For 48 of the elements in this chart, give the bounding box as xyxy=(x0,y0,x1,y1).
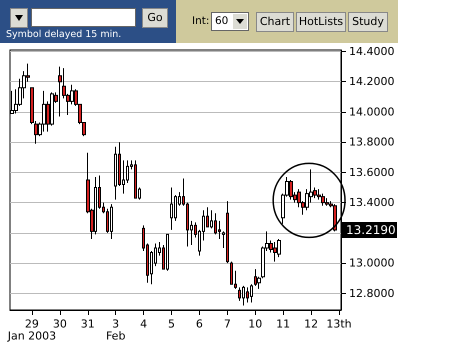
x-tick-label: 13th xyxy=(326,318,352,330)
candlestick xyxy=(230,261,233,285)
text: Symbol delayed 15 min. xyxy=(6,29,122,40)
candlestick xyxy=(226,200,229,264)
y-tick-label: 14.2000 xyxy=(349,75,394,88)
candlestick xyxy=(94,176,97,235)
x-tick-label: 7 xyxy=(224,318,231,330)
x-tick-label: 4 xyxy=(140,318,148,330)
x-tick-label: 10 xyxy=(248,318,262,330)
y-tick-label: 13.6000 xyxy=(349,166,394,179)
chart-button: Chart xyxy=(256,12,294,32)
y-tick-label: 14.0000 xyxy=(349,105,394,118)
candlestick xyxy=(289,180,293,200)
candlestick xyxy=(254,268,257,286)
candlestick xyxy=(110,204,113,240)
x-tick-label: 3 Feb xyxy=(106,318,126,342)
go-button: Go xyxy=(142,8,168,28)
candlestick xyxy=(321,193,325,206)
x-tick-label: 12 xyxy=(304,318,318,330)
candlestick xyxy=(277,238,281,258)
candlestick xyxy=(58,66,62,118)
candlestick xyxy=(166,234,169,272)
x-tick-label: 31 xyxy=(80,318,95,330)
text: 13.2190 xyxy=(346,223,396,238)
x-tick-label: 6 xyxy=(196,318,203,330)
x-tick-label: 11 xyxy=(276,318,290,330)
y-tick-label: 13.4000 xyxy=(349,196,394,210)
hotlists-button: HotLists xyxy=(296,12,346,32)
candlestick xyxy=(273,241,277,262)
x-tick-label: 5 xyxy=(168,318,176,330)
candlestick xyxy=(250,284,253,303)
y-tick-label: 12.8000 xyxy=(349,286,394,300)
text: Int: xyxy=(192,15,210,27)
y-tick-label: 13.8000 xyxy=(349,136,394,149)
candlestick xyxy=(242,285,245,306)
candlestick xyxy=(170,187,173,230)
y-tick-label: 13.0000 xyxy=(349,256,394,270)
candlestick xyxy=(214,212,217,235)
study-button: Study xyxy=(348,12,388,32)
candlestick xyxy=(333,204,337,232)
candlestick xyxy=(238,286,241,302)
candlestick xyxy=(325,198,329,206)
candlestick xyxy=(134,160,137,199)
candlestick xyxy=(246,286,249,303)
candlestick xyxy=(114,146,117,200)
candlestick xyxy=(42,90,46,132)
y-tick-label: 14.4000 xyxy=(349,45,394,58)
select-field: 60 xyxy=(211,12,249,31)
